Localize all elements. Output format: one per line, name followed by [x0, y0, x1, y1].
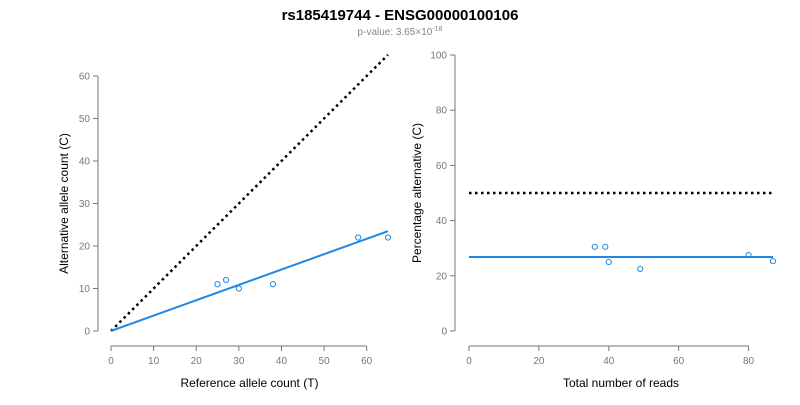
left-x-tick-label: 60	[361, 356, 373, 367]
left-y-tick-label: 40	[79, 157, 91, 168]
right-y-tick-label: 20	[436, 271, 448, 282]
right-y-tick-label: 60	[436, 161, 448, 172]
right-data-point	[769, 258, 777, 265]
left-y-tick-label: 0	[84, 327, 90, 338]
right-data-point	[602, 243, 609, 250]
left-data-point	[355, 234, 362, 241]
right-y-tick-label: 100	[430, 51, 447, 62]
left-y-tick-label: 10	[79, 284, 91, 295]
right-y-axis-label: Percentage alternative (C)	[410, 123, 424, 263]
left-y-tick-label: 20	[79, 242, 91, 253]
left-reference-line	[110, 53, 389, 332]
left-y-tick-label: 60	[79, 72, 91, 83]
chart-title: rs185419744 - ENSG00000100106	[282, 7, 519, 24]
right-x-tick-label: 60	[673, 356, 685, 367]
left-data-point	[222, 276, 230, 284]
left-x-tick-label: 20	[191, 356, 203, 367]
left-x-tick-label: 40	[276, 356, 288, 367]
subtitle-pvalue-exponent: -18	[432, 26, 442, 33]
left-data-point	[269, 281, 277, 288]
right-panel-plot: 0 20 40 60 80 0 20 40 60 80 100 Total number of rea…	[410, 51, 777, 390]
right-x-tick-label: 80	[743, 356, 755, 367]
right-y-tick-label: 0	[441, 327, 447, 338]
right-data-point	[637, 265, 644, 272]
right-data-point	[591, 243, 598, 250]
right-x-axis-label: Total number of reads	[563, 376, 679, 390]
left-panel-plot: 0 10 20 30 40 50 60 0 10 20 30 40 50 60 Reference alle…	[57, 53, 392, 390]
subtitle-pvalue-base: p-value: 3.65×10	[358, 27, 433, 38]
left-fit-line	[110, 230, 389, 332]
right-y-tick-label: 40	[436, 216, 448, 227]
right-x-tick-label: 20	[533, 356, 545, 367]
right-x-tick-label: 40	[603, 356, 615, 367]
left-x-tick-label: 50	[319, 356, 331, 367]
chart-subtitle: p-value: 3.65×10-18	[358, 26, 443, 38]
right-y-tick-label: 80	[436, 106, 448, 117]
left-data-point	[214, 281, 221, 288]
left-x-axis-label: Reference allele count (T)	[180, 376, 318, 390]
left-x-tick-label: 30	[233, 356, 245, 367]
left-x-tick-label: 0	[108, 356, 114, 367]
right-data-point	[745, 252, 752, 259]
left-y-axis-label: Alternative allele count (C)	[57, 133, 71, 274]
right-data-point	[605, 258, 612, 266]
left-data-point	[235, 285, 242, 292]
left-y-tick-label: 30	[79, 199, 91, 210]
left-x-tick-label: 10	[148, 356, 160, 367]
left-data-point	[384, 234, 392, 241]
left-y-tick-label: 50	[79, 114, 91, 125]
right-x-tick-label: 0	[466, 356, 472, 367]
